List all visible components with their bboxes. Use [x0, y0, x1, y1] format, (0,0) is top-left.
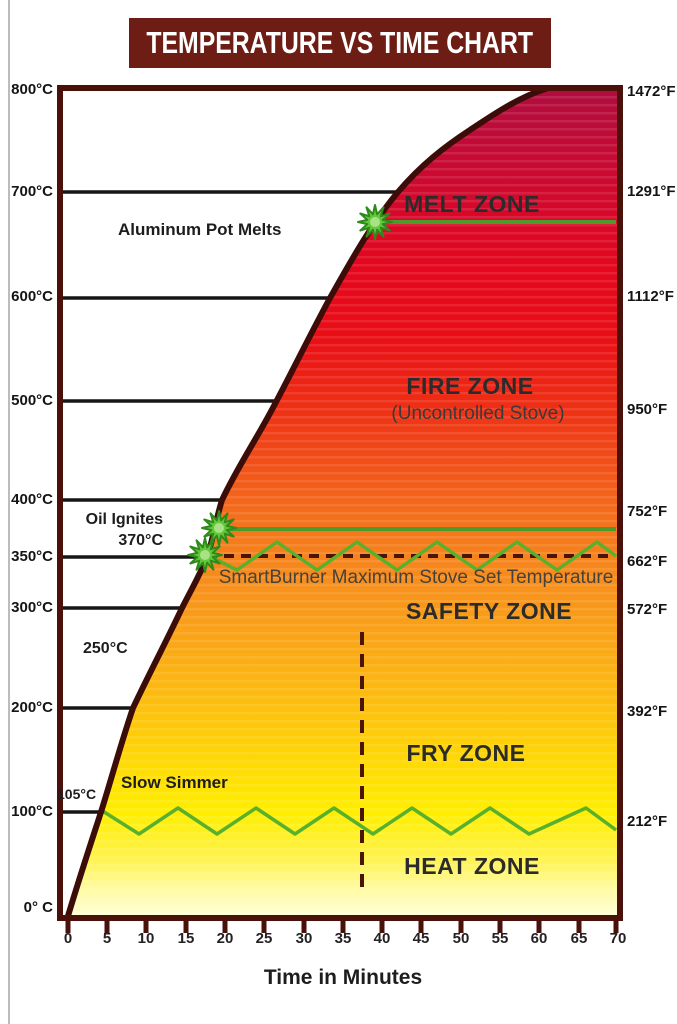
- annotation-aluminum-pot-melts: Aluminum Pot Melts: [118, 220, 282, 239]
- annotation-250c: 250°C: [83, 640, 128, 657]
- annotation-105c: 105°C: [57, 786, 97, 802]
- y-axis-label-350c: 350°C: [11, 548, 53, 565]
- chart-frame: [57, 85, 623, 921]
- x-tick-0: 0: [63, 930, 73, 947]
- y-axis-label-700c: 700°C: [11, 183, 53, 200]
- x-tick-65: 65: [570, 930, 588, 947]
- y-axis-label-1291f: 1291°F: [627, 183, 676, 200]
- x-tick-15: 15: [177, 930, 195, 947]
- x-tick-35: 35: [334, 930, 352, 947]
- x-tick-30: 30: [295, 930, 313, 947]
- x-tick-10: 10: [137, 930, 155, 947]
- x-tick-20: 20: [216, 930, 234, 947]
- y-axis-label-100c: 100°C: [11, 803, 53, 820]
- zone-label-heat: HEAT ZONE: [404, 853, 540, 879]
- x-tick-60: 60: [530, 930, 548, 947]
- zone-label-fire: FIRE ZONE: [406, 373, 534, 399]
- zone-label-melt: MELT ZONE: [404, 191, 540, 217]
- temperature-area-stripes: [68, 88, 618, 916]
- y-axis-label-600c: 600°C: [11, 288, 53, 305]
- x-tick-40: 40: [373, 930, 391, 947]
- x-tick-70: 70: [609, 930, 627, 947]
- x-tick-5: 5: [102, 930, 112, 947]
- simmer-zigzag: [100, 806, 618, 836]
- y-axis-label-0c: 0° C: [23, 899, 53, 916]
- annotation-slow-simmer: Slow Simmer: [121, 773, 228, 792]
- zone-sublabel-fire: (Uncontrolled Stove): [391, 403, 565, 424]
- annotation-oil-ignites-temp: 370°C: [118, 532, 163, 549]
- y-axis-label-200c: 200°C: [11, 699, 53, 716]
- y-axis-label-1112f: 1112°F: [627, 288, 674, 305]
- x-tick-55: 55: [491, 930, 509, 947]
- y-axis-label-800c: 800°C: [11, 81, 53, 98]
- y-axis-label-300c: 300°C: [11, 599, 53, 616]
- smartburner-zigzag: [206, 540, 618, 572]
- page-title: TEMPERATURE VS TIME CHART: [146, 25, 534, 60]
- horizontal-gridlines: [63, 190, 397, 814]
- x-axis-ticks: [65, 921, 619, 933]
- title-banner: TEMPERATURE VS TIME CHART: [129, 18, 551, 68]
- y-axis-label-572f: 572°F: [627, 601, 668, 618]
- annotation-oil-ignites: Oil Ignites: [85, 511, 163, 528]
- y-axis-label-392f: 392°F: [627, 703, 668, 720]
- y-axis-label-212f: 212°F: [627, 813, 668, 830]
- y-axis-label-1472f: 1472°F: [627, 83, 676, 100]
- temperature-curve: [65, 85, 551, 919]
- x-tick-50: 50: [452, 930, 470, 947]
- annotation-smartburner-max-temp: SmartBurner Maximum Stove Set Temperatur…: [218, 567, 614, 588]
- x-tick-45: 45: [412, 930, 430, 947]
- zone-label-safety: SAFETY ZONE: [405, 598, 573, 624]
- zone-label-fry: FRY ZONE: [406, 740, 526, 766]
- y-axis-label-662f: 662°F: [627, 553, 668, 570]
- y-axis-label-500c: 500°C: [11, 392, 53, 409]
- x-axis-title: Time in Minutes: [263, 966, 423, 989]
- page-edge-line: [8, 0, 10, 1024]
- y-axis-label-950f: 950°F: [627, 401, 668, 418]
- y-axis-label-400c: 400°C: [11, 491, 53, 508]
- x-tick-25: 25: [255, 930, 273, 947]
- y-axis-label-752f: 752°F: [627, 503, 668, 520]
